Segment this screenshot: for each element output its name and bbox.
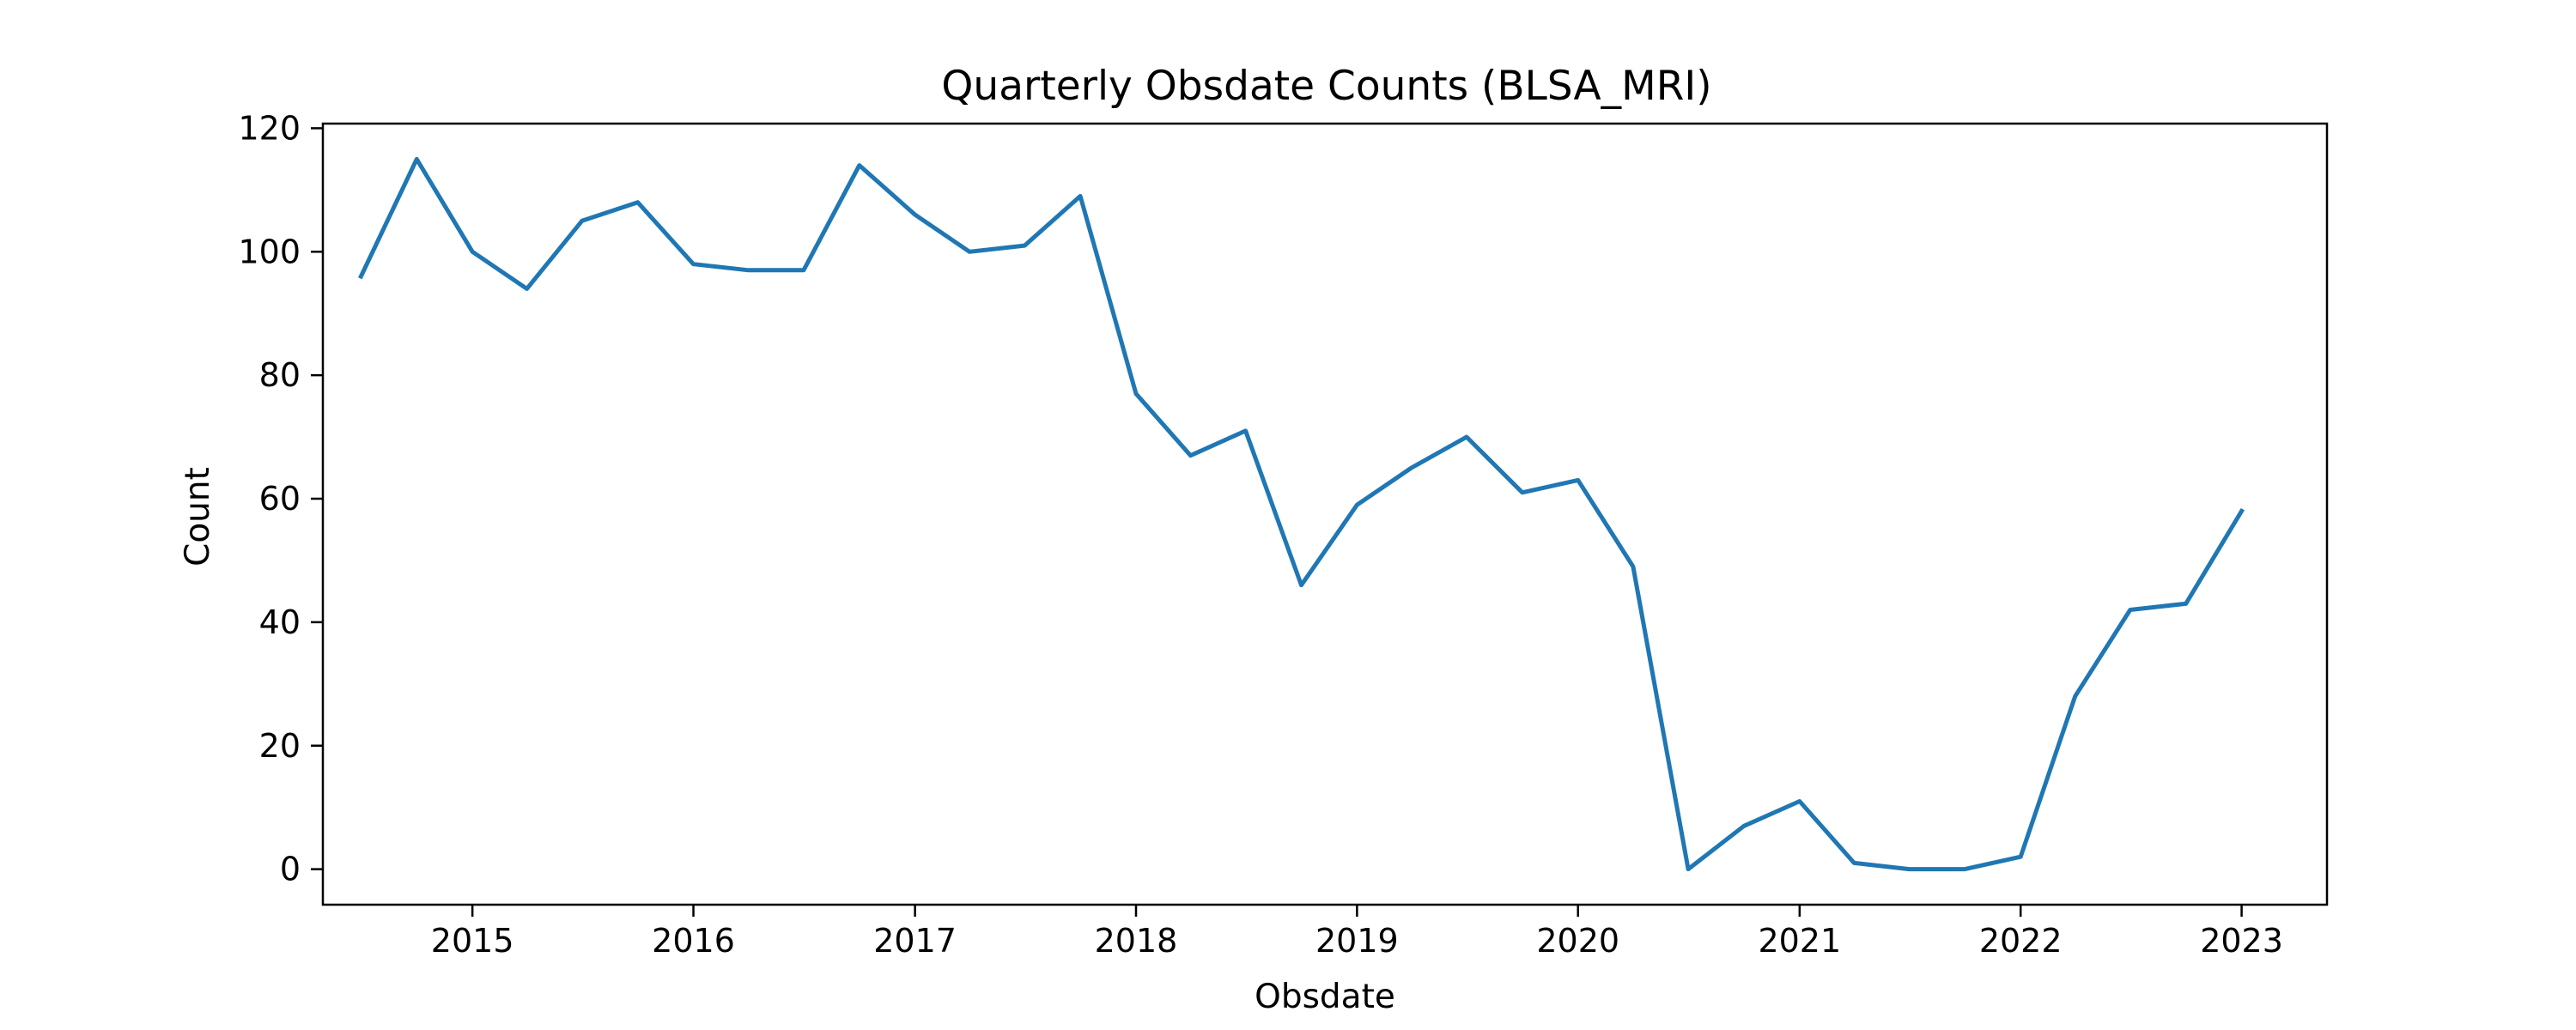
x-tick-label: 2022	[1979, 922, 2063, 960]
x-tick-label: 2020	[1536, 922, 1619, 960]
x-axis: 2015 2016 2017 2018 2019 2020 2021 2022 2023	[431, 905, 2283, 960]
y-tick-label: 0	[280, 851, 301, 888]
y-tick-label: 20	[259, 727, 301, 765]
x-tick-label: 2017	[873, 922, 957, 960]
plot-frame	[321, 122, 2329, 906]
chart-title: Quarterly Obsdate Counts (BLSA_MRI)	[941, 63, 1711, 110]
x-tick-label: 2018	[1095, 922, 1178, 960]
plot-area	[358, 156, 2245, 872]
y-tick-label: 40	[259, 603, 301, 641]
x-tick-label: 2019	[1315, 922, 1399, 960]
x-tick-label: 2021	[1758, 922, 1841, 960]
y-tick-label: 80	[259, 356, 301, 394]
y-tick-label: 100	[238, 233, 301, 270]
x-axis-title: Obsdate	[1255, 978, 1395, 1016]
y-axis: 0 20 40 60 80 100 120	[238, 109, 323, 888]
y-axis-title: Count	[179, 467, 217, 566]
x-tick-label: 2015	[431, 922, 514, 960]
y-tick-label: 60	[259, 480, 301, 518]
y-tick-label: 120	[238, 109, 301, 147]
series-line	[358, 156, 2245, 872]
x-tick-label: 2023	[2200, 922, 2283, 960]
x-tick-label: 2016	[652, 922, 735, 960]
